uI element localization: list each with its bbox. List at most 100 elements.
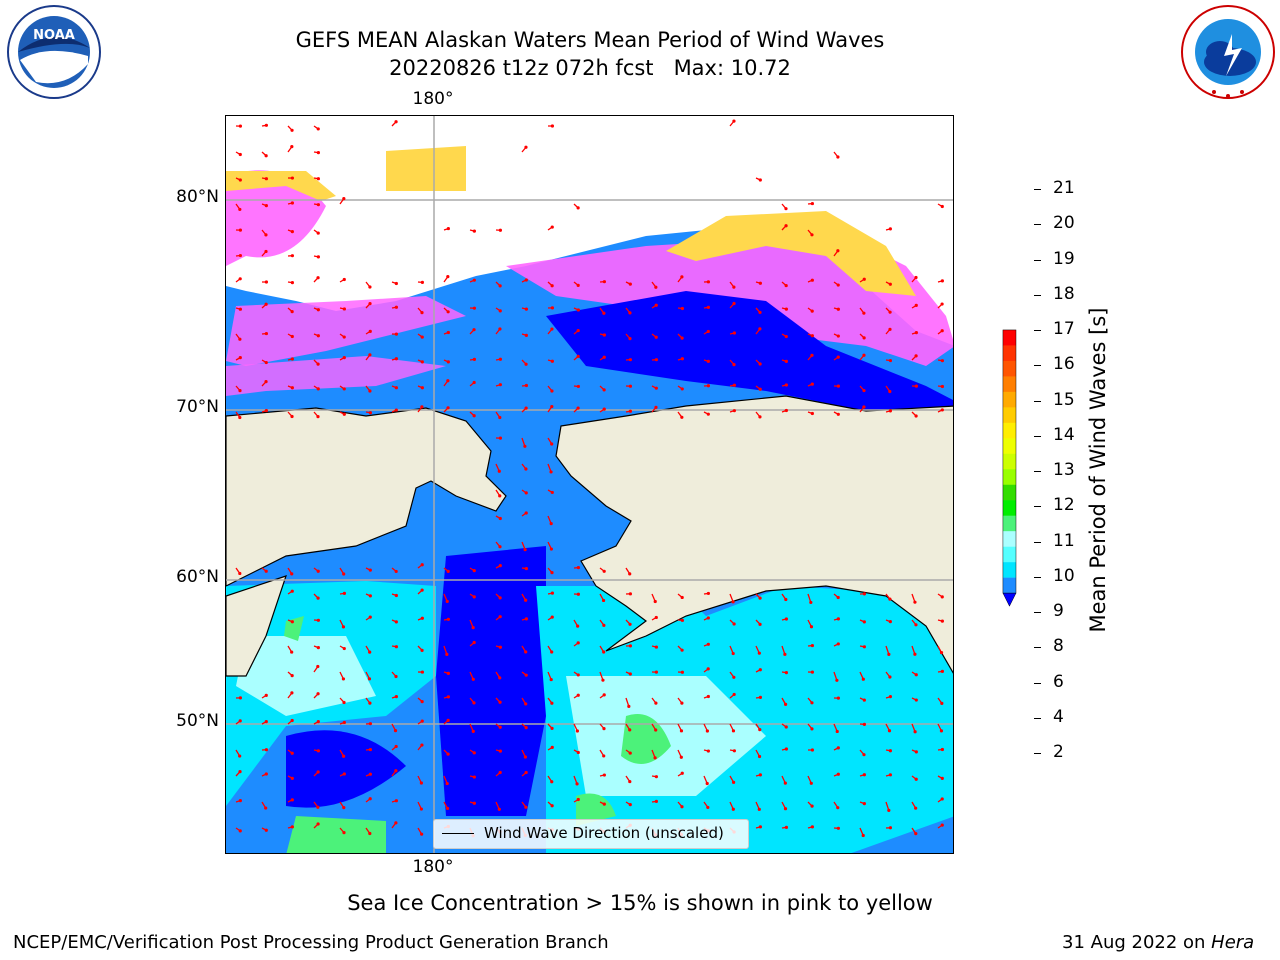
wind-wave-arrow-head: [888, 826, 892, 830]
wind-wave-arrow-head: [238, 571, 242, 576]
wind-wave-arrow-head: [940, 669, 944, 674]
wind-wave-arrow-head: [550, 591, 554, 595]
wind-wave-arrow-head: [706, 359, 710, 363]
wind-wave-arrow-head: [628, 358, 632, 362]
wind-wave-arrow-head: [524, 278, 528, 282]
wind-wave-arrow-head: [472, 801, 476, 805]
wind-wave-arrow-head: [758, 281, 762, 285]
lon-label-bottom: 180°: [412, 857, 454, 877]
wind-wave-arrow-head: [342, 806, 346, 810]
wind-wave-arrow-head: [472, 380, 476, 385]
wind-wave-arrow-head: [809, 625, 814, 629]
wind-wave-arrow-head: [238, 389, 242, 393]
wind-wave-arrow-head: [472, 701, 476, 705]
wind-wave-arrow-head: [472, 569, 476, 573]
wind-wave-arrow-head: [732, 331, 736, 335]
colorbar-tick-mark: [1034, 717, 1041, 719]
wind-wave-arrow-head: [394, 799, 398, 803]
wind-wave-arrow-head: [290, 145, 294, 149]
wind-wave-arrow-head: [550, 404, 554, 409]
footer-left: NCEP/EMC/Verification Post Processing Pr…: [13, 932, 609, 953]
wind-wave-arrow-head: [654, 701, 658, 705]
wind-wave-arrow-head: [810, 701, 814, 705]
wind-wave-arrow-head: [498, 615, 502, 619]
colorbar-tick-label: 14: [1053, 424, 1075, 445]
green-patch-3: [284, 616, 304, 641]
wind-wave-arrow-head: [290, 620, 294, 624]
colorbar-tick-label: 4: [1053, 706, 1064, 727]
wind-wave-arrow-head: [810, 382, 814, 386]
wind-wave-arrow-head: [576, 624, 580, 628]
wind-wave-arrow-head: [524, 650, 528, 654]
colorbar-tick-mark: [1034, 471, 1041, 472]
wind-wave-arrow-head: [524, 383, 528, 388]
wind-wave-arrow-head: [784, 224, 788, 228]
wind-wave-arrow-head: [680, 771, 684, 775]
wind-wave-arrow-head: [368, 329, 372, 333]
wind-wave-arrow-head: [628, 803, 632, 807]
wind-wave-arrow-head: [472, 414, 476, 418]
wind-wave-arrow-head: [836, 826, 840, 830]
wind-wave-arrow-head: [498, 228, 502, 232]
wind-wave-arrow-head: [810, 804, 814, 808]
wind-wave-arrow-head: [238, 798, 242, 803]
wind-wave-arrow-head: [887, 808, 891, 812]
wind-wave-arrow-head: [342, 196, 346, 201]
wind-wave-arrow-head: [706, 329, 710, 334]
wind-wave-arrow-head: [394, 332, 398, 336]
wind-wave-arrow-head: [445, 652, 449, 656]
wind-wave-arrow-head: [549, 677, 553, 682]
wind-wave-arrow-head: [654, 799, 658, 803]
wind-wave-arrow-head: [524, 805, 528, 809]
wind-wave-arrow-head: [680, 805, 684, 809]
wind-wave-arrow-head: [783, 652, 787, 656]
nws-logo-icon: [1181, 5, 1275, 99]
wind-wave-arrow-head: [680, 670, 684, 674]
wind-wave-arrow-head: [862, 773, 866, 777]
wind-wave-arrow-head: [471, 626, 475, 630]
wind-wave-arrow-head: [602, 773, 606, 777]
wind-wave-arrow-head: [575, 782, 579, 786]
wind-wave-arrow-head: [628, 384, 632, 388]
wind-wave-arrow-head: [888, 389, 892, 394]
wind-wave-arrow-head: [524, 511, 528, 515]
wind-wave-arrow-head: [836, 307, 840, 311]
wind-wave-arrow-head: [913, 730, 917, 734]
wind-wave-arrow-head: [498, 383, 502, 387]
wind-wave-arrow-head: [680, 595, 684, 600]
wind-wave-arrow-head: [498, 700, 502, 704]
wind-wave-arrow-head: [550, 745, 554, 749]
wind-wave-arrow-head: [342, 772, 346, 776]
wind-wave-arrow-head: [238, 415, 242, 420]
wind-wave-arrow-head: [498, 494, 502, 498]
footer-date: 31 Aug 2022 on: [1062, 932, 1212, 953]
wind-wave-arrow-head: [316, 308, 320, 312]
wind-wave-arrow-head: [550, 225, 554, 229]
wind-wave-arrow-head: [784, 383, 788, 387]
wind-wave-arrow-head: [368, 615, 372, 619]
wind-wave-arrow-head: [394, 674, 398, 679]
colorbar-segment: [1002, 453, 1016, 470]
wind-wave-arrow-head: [602, 407, 606, 411]
colorbar-tick-label: 10: [1053, 565, 1075, 586]
wind-wave-arrow-head: [238, 178, 242, 182]
green-patch-2: [576, 793, 616, 826]
wind-wave-arrow-head: [550, 650, 554, 654]
wind-wave-arrow-head: [887, 729, 892, 733]
wind-wave-arrow-head: [394, 408, 398, 412]
wind-wave-arrow-head: [706, 616, 710, 620]
wind-wave-arrow-head: [238, 770, 242, 774]
wind-wave-arrow-head: [940, 619, 944, 623]
wind-wave-arrow-head: [602, 623, 606, 627]
wind-wave-arrow-head: [316, 177, 320, 181]
wind-wave-arrow-head: [836, 772, 840, 776]
wind-wave-arrow-head: [368, 568, 372, 572]
wind-wave-arrow-head: [732, 301, 736, 306]
wind-wave-arrow-head: [783, 781, 787, 785]
wind-wave-arrow-head: [368, 411, 372, 415]
colorbar-tick-label: 15: [1053, 389, 1075, 410]
wind-wave-arrow-head: [316, 362, 320, 366]
wind-wave-arrow-head: [654, 645, 658, 649]
wind-wave-arrow-head: [290, 281, 294, 285]
wind-wave-arrow-head: [836, 355, 840, 359]
